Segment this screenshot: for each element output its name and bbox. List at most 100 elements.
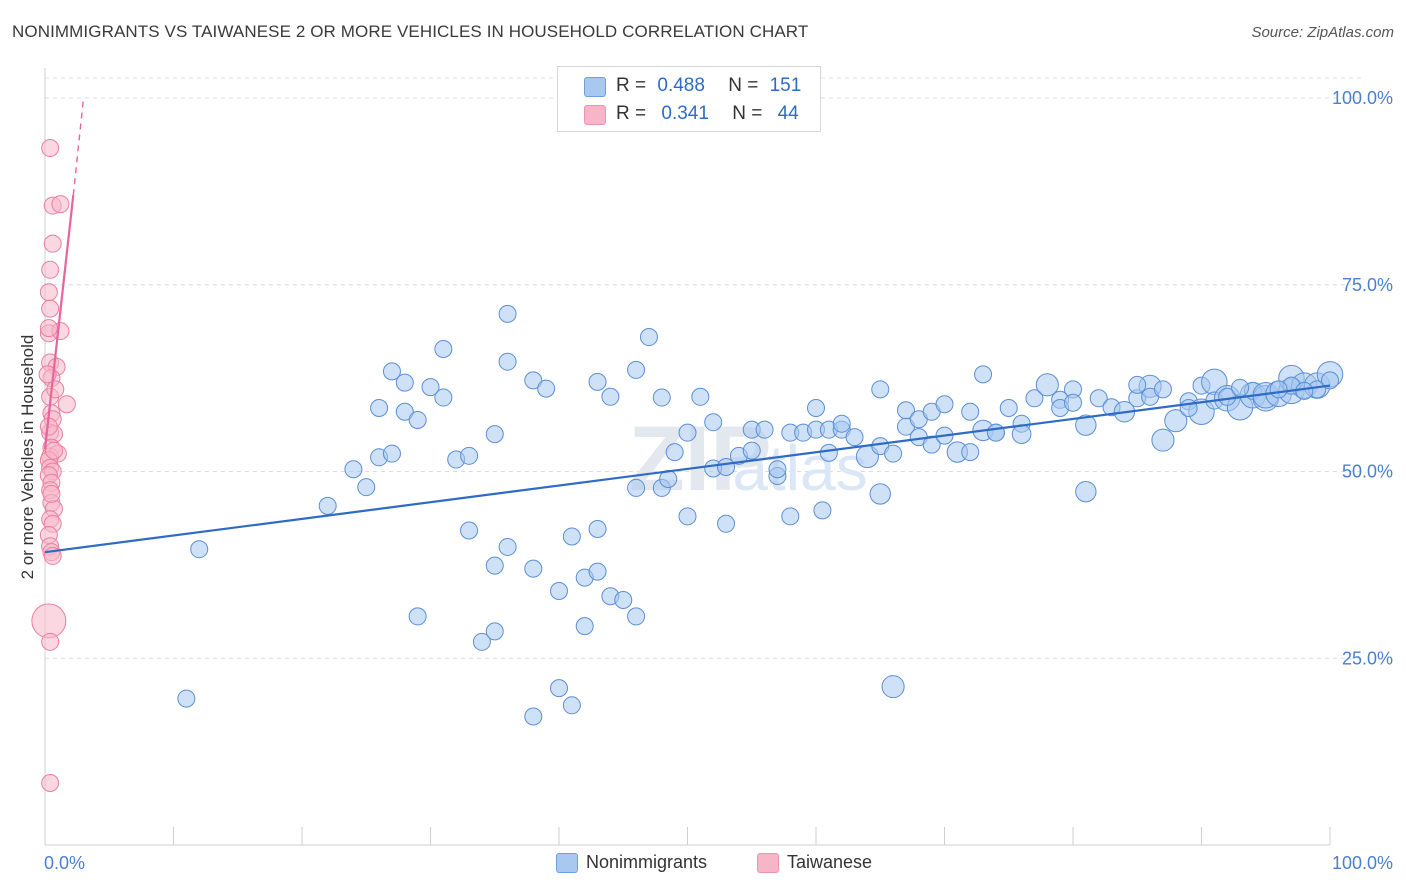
point-nonimmigrants-86	[935, 395, 954, 414]
series-label-taiwanese: Taiwanese	[787, 852, 873, 872]
point-nonimmigrants-27	[498, 537, 517, 556]
point-taiwanese-37	[41, 632, 60, 651]
point-nonimmigrants-45	[627, 607, 646, 626]
point-nonimmigrants-4	[357, 478, 376, 497]
point-nonimmigrants-80	[896, 401, 915, 420]
point-nonimmigrants-137	[1231, 378, 1250, 397]
point-nonimmigrants-43	[639, 328, 658, 347]
point-nonimmigrants-88	[961, 443, 980, 462]
point-nonimmigrants-93	[986, 423, 1005, 442]
point-nonimmigrants-25	[485, 622, 504, 641]
point-nonimmigrants-83	[922, 435, 941, 454]
point-nonimmigrants-69	[819, 443, 838, 462]
point-nonimmigrants-58	[742, 441, 761, 460]
legend-n-value-pink: 44	[777, 103, 799, 124]
legend-n-value-blue: 151	[769, 75, 802, 96]
legend-r-value-blue: 0.488	[657, 75, 705, 96]
point-nonimmigrants-28	[524, 559, 543, 578]
series-swatch-blue	[556, 853, 578, 873]
point-nonimmigrants-8	[382, 362, 401, 381]
point-nonimmigrants-23	[408, 607, 427, 626]
source-credit: Source: ZipAtlas.com	[1251, 24, 1394, 41]
point-nonimmigrants-9	[395, 402, 414, 421]
point-nonimmigrants-50	[678, 507, 697, 526]
point-nonimmigrants-113	[1164, 409, 1188, 433]
point-nonimmigrants-30	[550, 679, 568, 698]
point-nonimmigrants-54	[704, 413, 723, 432]
point-nonimmigrants-91	[974, 365, 993, 384]
x-tick-label-min: 0.0%	[44, 853, 85, 873]
legend-swatch-blue	[584, 77, 606, 97]
point-nonimmigrants-11	[408, 410, 427, 429]
x-tick-label-max: 100.0%	[1332, 853, 1393, 873]
point-nonimmigrants-32	[524, 707, 543, 726]
legend-r-label: R =	[616, 103, 647, 124]
point-nonimmigrants-24	[472, 632, 491, 651]
trendline-taiwanese	[43, 194, 75, 450]
point-nonimmigrants-31	[562, 696, 581, 715]
point-taiwanese-9	[39, 319, 58, 338]
point-taiwanese-3	[43, 234, 62, 253]
point-taiwanese-43	[46, 380, 65, 399]
point-nonimmigrants-13	[434, 339, 453, 358]
series-label-nonimmigrants: Nonimmigrants	[586, 852, 708, 872]
point-nonimmigrants-36	[588, 562, 607, 581]
point-nonimmigrants-67	[807, 399, 825, 418]
point-nonimmigrants-40	[588, 372, 607, 391]
point-nonimmigrants-51	[678, 423, 697, 442]
point-nonimmigrants-52	[691, 387, 710, 406]
point-nonimmigrants-112	[1151, 428, 1175, 452]
point-nonimmigrants-139	[1128, 375, 1147, 394]
point-nonimmigrants-73	[845, 428, 864, 447]
point-nonimmigrants-22	[537, 379, 556, 398]
point-nonimmigrants-12	[421, 378, 440, 397]
point-nonimmigrants-60	[755, 420, 774, 439]
point-nonimmigrants-102	[1064, 393, 1082, 412]
point-nonimmigrants-56	[717, 514, 736, 533]
point-nonimmigrants-104	[1075, 480, 1097, 503]
point-nonimmigrants-89	[961, 402, 980, 421]
point-nonimmigrants-44	[652, 388, 671, 407]
point-nonimmigrants-140	[881, 675, 905, 699]
legend-swatch-pink	[584, 105, 606, 125]
series-swatch-pink	[757, 853, 779, 873]
point-nonimmigrants-37	[588, 520, 607, 539]
point-nonimmigrants-1	[177, 689, 196, 708]
point-nonimmigrants-39	[614, 590, 633, 609]
legend-n-label: N =	[728, 75, 759, 96]
point-nonimmigrants-103	[1075, 414, 1097, 436]
point-taiwanese-14	[57, 395, 76, 414]
point-taiwanese-5	[39, 283, 58, 302]
point-taiwanese-6	[41, 299, 60, 318]
point-taiwanese-38	[41, 773, 60, 792]
point-nonimmigrants-72	[832, 414, 851, 433]
point-nonimmigrants-2	[318, 496, 337, 515]
point-nonimmigrants-135	[1295, 381, 1314, 400]
point-nonimmigrants-0	[190, 540, 209, 559]
point-nonimmigrants-134	[1269, 380, 1288, 399]
legend-r-value-pink: 0.341	[661, 103, 709, 124]
point-nonimmigrants-10	[395, 373, 414, 392]
point-nonimmigrants-29	[550, 582, 568, 601]
point-nonimmigrants-46	[627, 478, 646, 497]
y-tick-label-100: 100.0%	[1332, 88, 1393, 108]
point-nonimmigrants-94	[999, 399, 1018, 418]
point-nonimmigrants-14	[434, 388, 453, 407]
y-tick-label-75: 75.0%	[1342, 275, 1393, 295]
trendline-taiwanese-extension	[72, 97, 85, 196]
correlation-legend: R = 0.488 N = 151 R = 0.341 N = 44	[557, 66, 821, 132]
y-axis-label: 2 or more Vehicles in Household	[18, 335, 37, 580]
point-nonimmigrants-19	[498, 304, 517, 323]
point-nonimmigrants-132	[1321, 371, 1339, 390]
point-nonimmigrants-3	[344, 460, 363, 479]
point-nonimmigrants-16	[460, 446, 479, 465]
point-nonimmigrants-76	[871, 380, 890, 399]
point-nonimmigrants-49	[665, 443, 684, 462]
legend-n-label: N =	[732, 103, 763, 124]
point-nonimmigrants-111	[1153, 380, 1172, 399]
point-nonimmigrants-20	[498, 352, 517, 371]
point-taiwanese-4	[41, 260, 60, 279]
point-nonimmigrants-77	[869, 483, 891, 505]
point-taiwanese-2	[51, 195, 70, 214]
